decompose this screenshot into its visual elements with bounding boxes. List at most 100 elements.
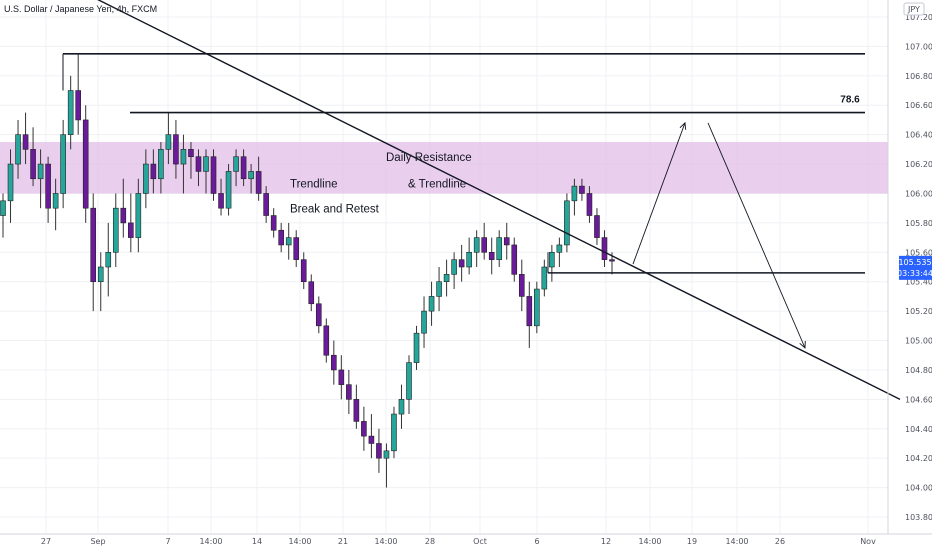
candle (233, 149, 239, 187)
price-tick-label: 105.400 (905, 278, 932, 287)
time-tick-label: 14:00 (288, 537, 311, 546)
candle-body (105, 251, 112, 268)
candle (368, 414, 375, 459)
time-axis[interactable]: 27 Sep 7 14:00 14 14:00 21 14:00 28 Oct 6 12 14:00 19… (41, 537, 876, 546)
candle (315, 296, 322, 334)
candle-body (7, 163, 14, 202)
candle (496, 230, 503, 267)
candle-body (398, 399, 405, 415)
candle (263, 186, 269, 223)
candle (594, 208, 600, 245)
candle (534, 281, 540, 334)
last-price-label: 105.535 03:33:44 (897, 255, 932, 280)
candle-body (210, 156, 217, 194)
chart-annotation: Trendline (290, 179, 338, 191)
candle-body (346, 384, 352, 400)
arrow-head (679, 121, 687, 130)
candle-body (353, 399, 360, 422)
candle-body (165, 134, 172, 150)
candle-body (30, 149, 36, 180)
candle-body (293, 237, 300, 260)
candle-body (75, 90, 81, 121)
candle-body (158, 149, 164, 180)
candle-body (481, 237, 487, 253)
time-tick-label: Sep (90, 537, 105, 546)
price-tick-label: 105.000 (905, 337, 932, 346)
candle (97, 252, 104, 312)
candle-body (0, 200, 6, 216)
price-axis[interactable]: 107.200 107.000 106.800 106.600 106.400 106.2… (905, 13, 932, 522)
candle-body (541, 266, 548, 290)
candle (0, 193, 6, 238)
candle (511, 237, 518, 282)
arrow-head (799, 340, 806, 349)
candle-body (443, 274, 450, 283)
candle (150, 149, 157, 194)
currency-badge: JPY (903, 2, 925, 16)
candle-body (534, 288, 540, 327)
candle-body (150, 163, 157, 180)
price-tick-label: 106.200 (905, 160, 932, 169)
projection-line (707, 122, 806, 349)
candle-body (128, 222, 134, 238)
price-tick-label: 104.200 (905, 454, 932, 463)
candle-body (331, 354, 337, 371)
candle-body (22, 134, 29, 150)
candle-body (323, 325, 330, 356)
candle (285, 222, 292, 260)
candle-body (609, 259, 615, 262)
candle-body (571, 185, 578, 202)
candle (421, 296, 427, 348)
currency-badge-label: JPY (907, 5, 920, 14)
candle (195, 149, 202, 187)
price-tick-label: 105.600 (905, 248, 932, 257)
price-tick-label: 105.800 (905, 219, 932, 228)
candle (541, 259, 548, 297)
chart-annotation: & Trendline (408, 179, 466, 191)
annotations: Daily Resistance & Trendline Trendline Brea… (290, 152, 472, 215)
price-tick-label: 106.800 (905, 72, 932, 81)
candle-body (413, 332, 420, 363)
candle-body (300, 259, 307, 283)
candle-body (451, 259, 457, 275)
candle (488, 237, 495, 275)
candle (143, 149, 149, 209)
candle (556, 237, 563, 267)
candle-body (195, 156, 202, 172)
candle (52, 178, 59, 231)
candle (37, 149, 44, 209)
candle-body (383, 450, 390, 459)
price-tick-label: 106.000 (905, 189, 932, 198)
price-tick-label: 107.200 (905, 13, 932, 22)
candle (436, 267, 442, 312)
candle-body (60, 134, 66, 194)
candle (353, 384, 360, 429)
candle-body (488, 251, 495, 260)
candle (105, 222, 112, 297)
candle (158, 142, 164, 194)
candle (120, 178, 127, 238)
candle (579, 178, 585, 201)
candle (391, 406, 397, 459)
candle (188, 142, 194, 179)
candle-body (203, 156, 209, 172)
candle (67, 75, 74, 150)
candle-body (549, 251, 555, 268)
candle-body (579, 185, 585, 194)
candle-body (391, 413, 397, 452)
time-tick-label: 19 (687, 537, 697, 546)
candle-body (82, 119, 89, 209)
candle-body (233, 156, 239, 172)
price-tick-label: 105.200 (905, 307, 932, 316)
candle (526, 281, 533, 348)
candle (112, 193, 119, 267)
grid (0, 0, 888, 534)
price-tick-label: 106.600 (905, 101, 932, 110)
candle-body (97, 266, 104, 283)
price-tick-label: 106.400 (905, 131, 932, 140)
candle (225, 164, 232, 216)
candle-body (428, 296, 435, 312)
candle-body (225, 171, 232, 209)
last-price-value: 105.535 (898, 258, 931, 267)
